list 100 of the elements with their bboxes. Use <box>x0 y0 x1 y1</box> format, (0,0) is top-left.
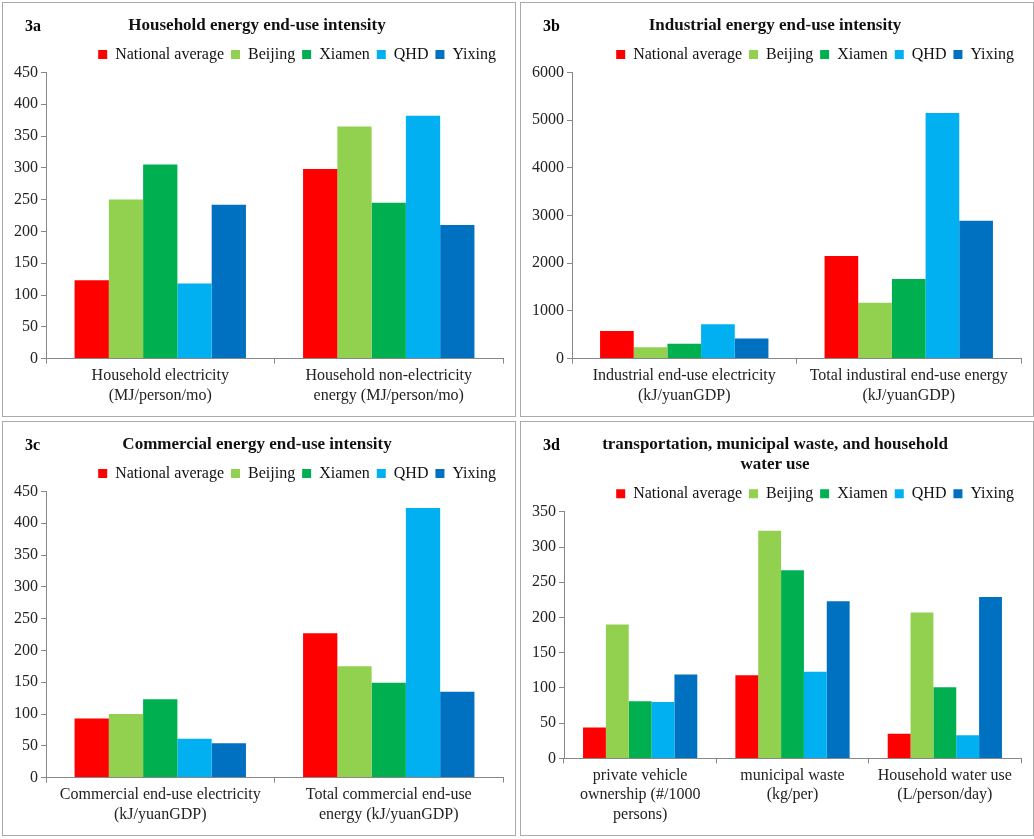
bar <box>824 256 859 359</box>
y-tick-label: 1000 <box>532 301 564 319</box>
x-tick-label: Industrial end-use electricity (kJ/yuanGDP) <box>592 366 776 404</box>
bar <box>405 507 441 778</box>
bar <box>108 714 144 778</box>
y-tick-label: 150 <box>14 253 38 271</box>
legend-label: National average <box>115 463 225 482</box>
bar <box>74 718 109 778</box>
y-tick-label: 350 <box>532 502 556 519</box>
legend-label: Xiamen <box>837 484 888 501</box>
chart-title: Household energy end-use intensity <box>128 14 387 34</box>
legend-label: National average <box>115 44 225 63</box>
y-tick-label: 250 <box>14 608 38 626</box>
legend-label: Beijing <box>248 463 296 482</box>
y-tick-label: 100 <box>14 285 38 303</box>
text: 3b <box>543 17 560 35</box>
x-tick-label: Total commercial end-use energy (kJ/yuanGDP) <box>305 785 472 823</box>
legend-label: Beijing <box>766 484 814 502</box>
bar <box>826 601 850 758</box>
bar <box>211 743 246 778</box>
text: 3d <box>543 436 560 454</box>
y-tick-label: 200 <box>14 640 38 658</box>
y-tick-label: 450 <box>14 481 38 499</box>
y-tick-label: 4000 <box>532 158 564 175</box>
legend-label: National average <box>633 44 743 63</box>
y-tick-label: 50 <box>22 317 38 334</box>
legend-label: QHD <box>393 463 429 481</box>
bar <box>651 702 675 758</box>
y-tick-label: 350 <box>14 545 38 563</box>
bar <box>440 225 475 359</box>
bar <box>303 633 338 778</box>
x-tick-label: Household non-electricity energy (MJ/person/mo) <box>305 366 473 404</box>
bar <box>371 202 406 359</box>
bar <box>925 112 960 359</box>
bar <box>735 675 759 758</box>
legend-label: Beijing <box>248 44 296 63</box>
legend-label: Beijing <box>766 44 814 63</box>
y-tick-label: 100 <box>14 704 38 722</box>
y-tick-label: 150 <box>14 672 38 690</box>
bar <box>956 735 980 758</box>
bar <box>177 283 212 359</box>
x-tick-label: municipal waste (kg/per) <box>740 766 845 804</box>
bar <box>891 278 926 359</box>
bar <box>667 343 702 359</box>
legend-label: Xiamen <box>319 463 370 481</box>
y-tick-label: 5000 <box>532 110 564 128</box>
y-tick-label: 300 <box>14 158 38 175</box>
bar <box>583 727 606 758</box>
y-tick-label: 2000 <box>532 253 564 271</box>
y-tick-label: 50 <box>22 736 38 753</box>
bar <box>605 624 629 758</box>
bar <box>628 701 652 758</box>
bar <box>959 220 993 359</box>
bar <box>734 338 769 359</box>
y-tick-label: 0 <box>30 348 38 366</box>
bar <box>143 699 178 778</box>
bar <box>758 530 782 758</box>
chart-title: transportation, municipal waste, and household water use <box>602 433 949 473</box>
text: 3c <box>25 436 41 454</box>
legend-label: QHD <box>911 44 947 62</box>
x-tick-label: Household electricity (MJ/person/mo) <box>91 366 229 404</box>
bar <box>633 347 668 359</box>
legend-label: QHD <box>911 484 947 501</box>
y-tick-label: 200 <box>14 221 38 239</box>
legend-label: Xiamen <box>837 44 888 62</box>
bar <box>303 169 338 359</box>
legend-label: QHD <box>393 44 429 62</box>
bar <box>405 115 441 359</box>
legend-label: National average <box>633 484 743 502</box>
y-tick-label: 250 <box>14 189 38 207</box>
bar <box>143 164 178 359</box>
bar <box>701 324 735 359</box>
y-tick-label: 100 <box>532 678 556 696</box>
y-tick-label: 0 <box>548 748 556 766</box>
legend-label: Yixing <box>452 463 496 482</box>
bar <box>211 204 246 359</box>
legend-label: Yixing <box>970 484 1014 502</box>
bar <box>177 738 212 778</box>
bar <box>440 691 475 778</box>
bar <box>108 199 144 359</box>
y-tick-label: 300 <box>14 577 38 594</box>
y-tick-label: 350 <box>14 126 38 144</box>
bar <box>933 687 957 758</box>
y-tick-label: 200 <box>532 607 556 625</box>
x-tick-label: Household water use (L/person/day) <box>877 766 1012 804</box>
legend-label: Yixing <box>452 44 496 63</box>
bar <box>337 666 372 778</box>
bar <box>600 330 634 359</box>
bar <box>858 302 892 359</box>
y-tick-label: 300 <box>532 537 556 555</box>
y-tick-label: 50 <box>540 713 556 731</box>
bar <box>371 682 406 778</box>
bar <box>910 612 934 758</box>
x-tick-label: Total industiral end-use energy (kJ/yuanGDP) <box>809 366 1008 404</box>
bar <box>337 126 372 359</box>
x-tick-label: Commercial end-use electricity (kJ/yuanGDP) <box>59 785 261 823</box>
y-tick-label: 400 <box>14 94 38 112</box>
y-tick-label: 3000 <box>532 205 564 223</box>
bar <box>887 733 911 758</box>
chart-title: Commercial energy end-use intensity <box>122 433 393 453</box>
